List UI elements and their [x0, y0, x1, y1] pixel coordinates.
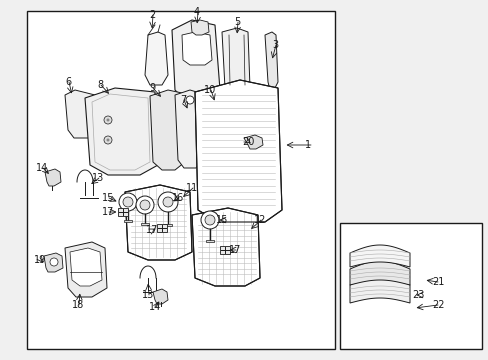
Polygon shape — [157, 224, 167, 232]
Polygon shape — [118, 208, 128, 216]
Polygon shape — [191, 20, 208, 35]
Polygon shape — [349, 261, 409, 285]
Bar — [27, 11, 334, 349]
Polygon shape — [264, 32, 278, 90]
Polygon shape — [349, 277, 409, 303]
Text: 13: 13 — [92, 173, 104, 183]
Text: 10: 10 — [203, 85, 216, 95]
Polygon shape — [70, 248, 102, 286]
Text: 8: 8 — [97, 80, 103, 90]
Polygon shape — [124, 220, 132, 222]
Polygon shape — [205, 240, 214, 242]
Polygon shape — [220, 246, 229, 254]
Text: 13: 13 — [142, 290, 154, 300]
Polygon shape — [172, 20, 220, 100]
Text: 17: 17 — [102, 207, 114, 217]
Polygon shape — [182, 32, 212, 65]
Circle shape — [204, 215, 215, 225]
Text: 20: 20 — [242, 137, 254, 147]
Text: 3: 3 — [271, 40, 278, 50]
Text: 12: 12 — [253, 215, 265, 225]
Circle shape — [104, 136, 112, 144]
Text: 18: 18 — [72, 300, 84, 310]
Circle shape — [201, 211, 219, 229]
Polygon shape — [244, 135, 263, 149]
Text: 11: 11 — [185, 183, 198, 193]
Text: 7: 7 — [180, 95, 186, 105]
Circle shape — [104, 116, 112, 124]
Text: 19: 19 — [34, 255, 46, 265]
Text: 6: 6 — [65, 77, 71, 87]
Text: 15: 15 — [215, 215, 228, 225]
Polygon shape — [44, 253, 63, 272]
Text: 21: 21 — [431, 277, 444, 287]
Text: 2: 2 — [148, 10, 155, 20]
Bar — [339, 223, 481, 349]
Polygon shape — [163, 224, 172, 226]
Polygon shape — [125, 185, 192, 260]
Text: 17: 17 — [145, 225, 158, 235]
Polygon shape — [349, 245, 409, 267]
Polygon shape — [150, 90, 184, 170]
Polygon shape — [175, 90, 202, 168]
Text: 14: 14 — [148, 302, 161, 312]
Circle shape — [50, 258, 58, 266]
Polygon shape — [65, 242, 107, 297]
Text: 17: 17 — [228, 245, 241, 255]
Circle shape — [140, 200, 150, 210]
Polygon shape — [222, 28, 249, 98]
Circle shape — [158, 192, 178, 212]
Text: 16: 16 — [171, 193, 184, 203]
Text: 5: 5 — [233, 17, 240, 27]
Circle shape — [106, 139, 109, 141]
Polygon shape — [192, 208, 260, 286]
Circle shape — [106, 118, 109, 121]
Text: 4: 4 — [194, 7, 200, 17]
Polygon shape — [153, 289, 168, 304]
Text: 22: 22 — [431, 300, 444, 310]
Text: 23: 23 — [412, 290, 424, 300]
Polygon shape — [85, 88, 158, 175]
Circle shape — [123, 197, 133, 207]
Polygon shape — [141, 223, 149, 225]
Polygon shape — [195, 80, 282, 222]
Circle shape — [136, 196, 154, 214]
Polygon shape — [45, 169, 61, 186]
Text: 14: 14 — [36, 163, 48, 173]
Text: 9: 9 — [149, 83, 155, 93]
Circle shape — [119, 193, 137, 211]
Circle shape — [185, 96, 194, 104]
Text: 1: 1 — [305, 140, 310, 150]
Polygon shape — [145, 32, 168, 85]
Polygon shape — [65, 90, 97, 138]
Circle shape — [163, 197, 173, 207]
Text: 15: 15 — [102, 193, 114, 203]
